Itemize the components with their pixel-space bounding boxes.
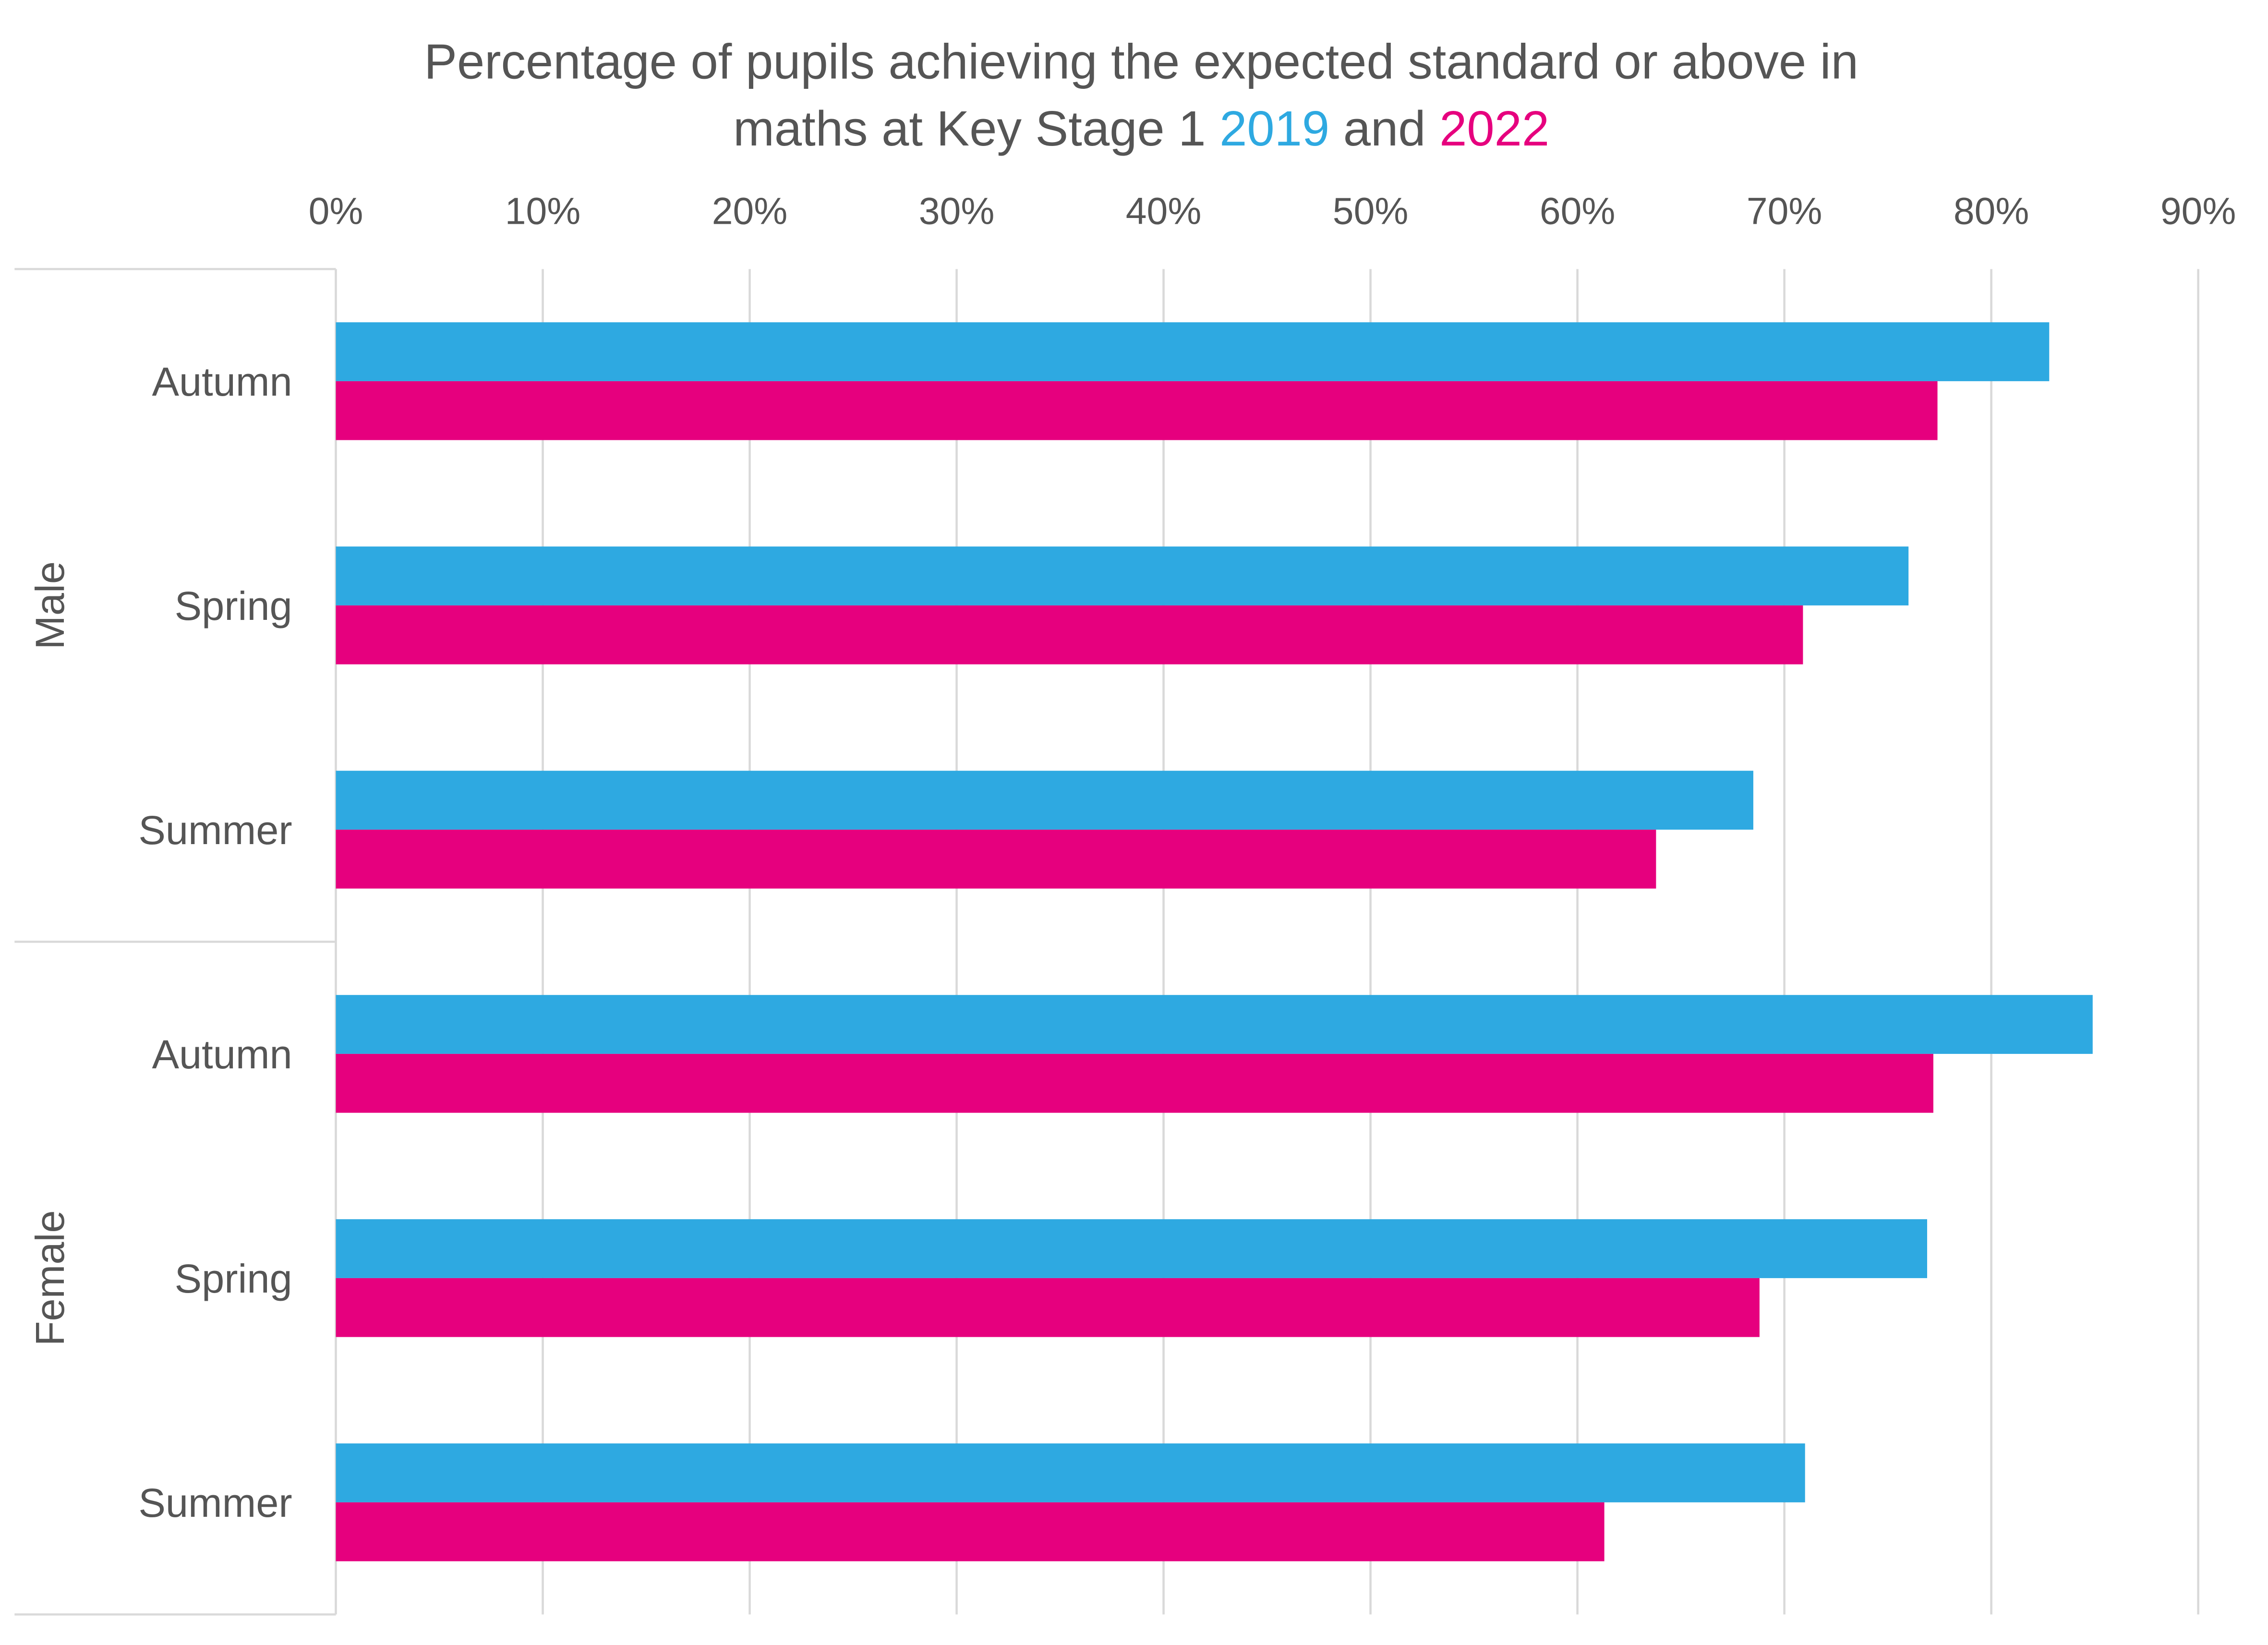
category-label: Autumn — [152, 359, 292, 404]
title-year-2019: 2019 — [1219, 101, 1329, 156]
category-label: Summer — [138, 807, 292, 853]
x-tick-label: 30% — [919, 190, 995, 232]
group-label: Male — [27, 561, 72, 650]
bar-2019 — [336, 1443, 1805, 1502]
title-prefix: maths at Key Stage 1 — [733, 101, 1219, 156]
gridlines — [14, 268, 2199, 1616]
category-label: Summer — [138, 1480, 292, 1525]
x-tick-label: 60% — [1540, 190, 1616, 232]
x-tick-label: 10% — [505, 190, 581, 232]
bar-2019 — [336, 995, 2093, 1054]
bar-2019 — [336, 771, 1753, 830]
bar-2022 — [336, 829, 1656, 889]
category-label: Spring — [175, 1256, 292, 1301]
bar-2022 — [336, 1502, 1604, 1561]
bar-2022 — [336, 1053, 1933, 1113]
x-axis-ticks: 0% 10% 20% 30% 40% 50% 60% 70% 80% 90% — [309, 190, 2236, 232]
group-label: Female — [27, 1210, 72, 1346]
x-tick-label: 40% — [1126, 190, 1202, 232]
bar-2019 — [336, 546, 1909, 605]
group-labels: Male Female — [27, 561, 72, 1346]
chart-title-line1: Percentage of pupils achieving the expec… — [424, 34, 1858, 89]
x-tick-label: 0% — [309, 190, 363, 232]
bars — [336, 322, 2093, 1561]
chart-title-line2: maths at Key Stage 1 2019 and 2022 — [733, 101, 1549, 156]
x-tick-label: 70% — [1747, 190, 1822, 232]
bar-2019 — [336, 1219, 1928, 1278]
bar-2022 — [336, 605, 1803, 665]
bar-2019 — [336, 322, 2050, 381]
category-labels: Autumn Spring Summer Autumn Spring Summer — [138, 359, 292, 1525]
category-label: Spring — [175, 583, 292, 629]
x-tick-label: 90% — [2160, 190, 2236, 232]
title-and: and — [1329, 101, 1439, 156]
bar-2022 — [336, 1278, 1760, 1337]
bar-2022 — [336, 381, 1938, 440]
category-label: Autumn — [152, 1031, 292, 1077]
x-tick-label: 20% — [712, 190, 788, 232]
x-tick-label: 80% — [1954, 190, 2029, 232]
x-tick-label: 50% — [1333, 190, 1409, 232]
title-year-2022: 2022 — [1439, 101, 1549, 156]
